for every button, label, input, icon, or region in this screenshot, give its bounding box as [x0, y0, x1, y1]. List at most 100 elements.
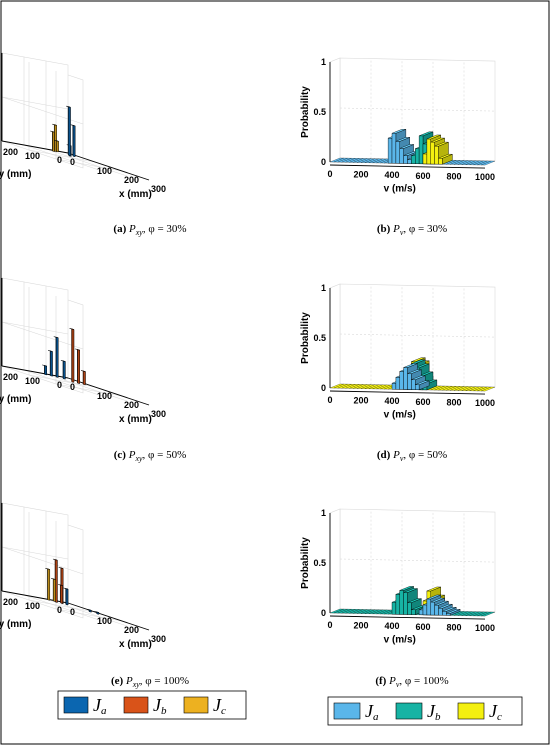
legend-label: Ja: [365, 701, 379, 723]
grid-line: [45, 148, 128, 177]
axis-line: [67, 152, 150, 181]
x-tick-label: 800: [446, 171, 461, 181]
x-tick-label: 200: [353, 621, 368, 631]
chart-panel-b: 1 0.5 00 200 400 600 800 1000 Probability v (m/s)…: [300, 57, 496, 237]
x-tick-label: 100: [97, 616, 112, 626]
x-tick-label: 600: [415, 171, 430, 181]
x-tick-label: 0: [70, 607, 75, 617]
z-tick-label: 0: [321, 157, 326, 167]
bar-3d: [94, 611, 100, 615]
axis-line: [329, 164, 486, 169]
x-tick-label: 200: [353, 170, 368, 180]
z-tick-label: 0: [321, 383, 326, 393]
grid-line: [28, 374, 96, 388]
x-axis-title: x (mm): [119, 189, 152, 200]
panel-caption: (e) Pxy, φ = 100%: [111, 675, 189, 689]
chart-panel-e: 10.5001002003003002001000Probabilityx (m…: [0, 502, 189, 689]
y-tick-label: 0: [57, 605, 62, 615]
chart-panel-a: 10.5001002003003002001000Probabilityx (m…: [0, 52, 187, 237]
bar-3d: [69, 328, 75, 383]
bar-3d: [80, 370, 86, 386]
legend-item: Jc: [183, 695, 226, 717]
grid-line: [339, 333, 496, 338]
y-tick-label: 100: [25, 601, 40, 611]
legend-swatch: [63, 696, 89, 714]
x-tick-label: 300: [151, 184, 166, 194]
legend-swatch: [123, 696, 149, 714]
axis-line: [67, 602, 150, 631]
grid-line: [55, 158, 123, 172]
panel-caption: (c) Pxy, φ = 50%: [114, 449, 187, 463]
x-tick-label: 800: [446, 622, 461, 632]
x-tick-label: 200: [124, 175, 139, 185]
hist-bar: [415, 380, 430, 391]
legend-item: Ja: [333, 701, 379, 723]
bar-3d: [45, 568, 50, 601]
legend-item: Ja: [63, 695, 107, 717]
x-axis-title: v (m/s): [384, 409, 416, 420]
legend-swatch: [333, 702, 361, 720]
x-axis-title: v (m/s): [384, 634, 416, 645]
x-tick-label: 0: [327, 620, 332, 630]
floor-bin: [481, 160, 496, 166]
side-wall: [329, 283, 341, 389]
legend-swatch: [183, 696, 209, 714]
z-tick-label: 0.5: [313, 107, 326, 117]
z-axis-title: Probability: [300, 86, 311, 138]
axis-line: [67, 377, 150, 406]
y-tick-label: 200: [3, 597, 18, 607]
x-axis-title: x (mm): [119, 639, 152, 650]
hist-bar: [446, 609, 461, 616]
bar-3d: [51, 578, 56, 602]
x-tick-label: 300: [151, 409, 166, 419]
grid-line: [45, 373, 128, 402]
panel-caption: (b) Pv, φ = 30%: [377, 223, 447, 237]
grid-line: [28, 599, 96, 613]
z-tick-label: 1: [321, 508, 326, 518]
legend-item: Jc: [457, 701, 502, 723]
bar-3d: [70, 124, 76, 157]
legend-label: Jc: [489, 701, 502, 723]
grid-line: [23, 369, 106, 398]
chart-panel-c: 10.5001002003003002001000Probabilityx (m…: [0, 277, 187, 463]
axis-line: [329, 390, 486, 395]
legend-box: [57, 690, 247, 720]
bar-3d: [53, 336, 59, 378]
side-wall: [329, 508, 341, 614]
legend-label: Jc: [213, 695, 226, 717]
x-tick-label: 100: [97, 391, 112, 401]
bar-3d: [86, 608, 92, 613]
x-tick-label: 0: [70, 382, 75, 392]
x-tick-label: 600: [415, 622, 430, 632]
y-tick-label: 100: [25, 376, 40, 386]
legend-swatch: [457, 702, 485, 720]
z-tick-label: 0.5: [313, 558, 326, 568]
legend-xy: Ja Jb Jc: [57, 690, 247, 720]
bar-3d: [63, 587, 69, 606]
x-tick-label: 300: [151, 634, 166, 644]
bar-3d: [54, 139, 59, 153]
y-tick-label: 200: [3, 372, 18, 382]
x-tick-label: 1000: [475, 398, 495, 408]
z-axis-title: Probability: [300, 537, 311, 589]
x-tick-label: 200: [353, 396, 368, 406]
y-axis-title: y (mm): [0, 619, 31, 630]
grid-line: [28, 149, 96, 163]
y-tick-label: 200: [3, 147, 18, 157]
floor-bin: [481, 386, 496, 392]
panel-caption: (d) Pv, φ = 50%: [377, 449, 447, 463]
chart-panel-d: 1 0.5 00 200 400 600 800 1000 Probability v (m/s)…: [300, 283, 496, 463]
x-tick-label: 400: [384, 396, 399, 406]
y-axis-title: y (mm): [0, 394, 31, 405]
bar-3d: [66, 105, 71, 156]
grid-line: [45, 598, 128, 627]
bar-3d: [42, 364, 47, 376]
panel-caption: (a) Pxy, φ = 30%: [113, 223, 186, 237]
legend-item: Jb: [395, 701, 441, 723]
x-tick-label: 0: [70, 157, 75, 167]
x-tick-label: 1000: [475, 623, 495, 633]
z-tick-label: 0: [321, 608, 326, 618]
z-tick-label: 0.5: [313, 333, 326, 343]
